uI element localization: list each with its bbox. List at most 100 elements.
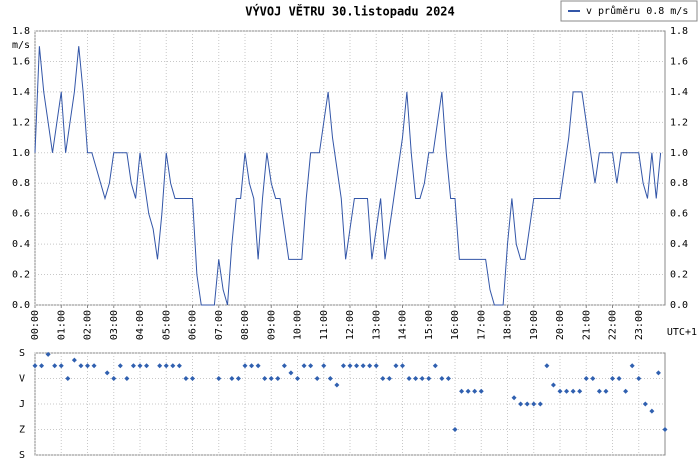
y-tick-label: 1.6 [12,56,30,67]
direction-point [144,363,150,369]
direction-point [295,376,300,381]
y-tick-label: 1.2 [12,117,30,128]
x-tick-label: 07:00 [214,310,225,340]
direction-point [163,363,169,369]
direction-point [577,388,583,394]
x-tick-label: 00:00 [30,310,41,340]
direction-point [176,363,182,369]
direction-point [465,388,471,394]
direction-point [590,376,596,381]
direction-point [45,351,51,357]
y-tick-label-right: 0.4 [670,239,688,250]
direction-point [629,363,635,369]
direction-point [367,363,373,369]
direction-point [229,376,235,381]
direction-point [262,376,268,381]
direction-point [386,376,392,381]
direction-point [623,388,629,394]
y-tick-label: 1.0 [12,148,30,159]
direction-point [58,363,64,369]
x-tick-label: 03:00 [109,310,120,340]
direction-point [32,363,38,369]
direction-point [52,363,58,369]
direction-point [85,363,90,369]
direction-point [655,370,661,376]
direction-point [275,376,281,381]
y-tick-label-right: 1.2 [670,117,688,128]
y-axis-label: m/s [12,40,30,51]
direction-point [39,363,45,369]
direction-point [662,427,668,432]
y-tick-label: 0.2 [12,270,30,281]
wind-line [34,46,662,306]
y-tick-label-right: 0.2 [670,270,688,281]
direction-point [78,363,84,369]
y-tick-label: 1.8 [12,26,30,37]
direction-point [400,363,405,369]
timezone-label: UTC+1 [667,327,697,338]
y-tick-label: 0.0 [12,300,30,311]
x-tick-label: 22:00 [608,310,619,340]
x-tick-label: 05:00 [161,310,172,340]
direction-point [472,388,478,394]
direction-point [71,357,77,363]
y-tick-label-right: 0.0 [670,300,688,311]
y-tick-label: J [19,399,25,410]
x-tick-label: 18:00 [503,310,514,340]
y-tick-label-right: 1.4 [670,87,688,98]
x-tick-label: 06:00 [188,310,199,340]
direction-point [445,376,451,381]
direction-point [564,388,570,394]
direction-point [347,363,353,369]
direction-point [340,363,346,369]
direction-point [636,376,642,381]
direction-point [432,363,438,369]
direction-point [557,388,563,394]
direction-point [268,376,274,381]
y-tick-label: 0.8 [12,178,30,189]
x-tick-label: 19:00 [529,310,540,340]
y-tick-label: S [19,348,25,359]
direction-point [649,408,655,414]
direction-point [183,376,189,381]
direction-point [111,376,117,381]
direction-point [288,370,294,376]
direction-point [518,401,524,407]
chart-title: VÝVOJ VĚTRU 30.listopadu 2024 [245,4,455,19]
direction-point [524,401,530,407]
direction-point [603,388,609,394]
direction-point [373,363,379,369]
direction-point [360,363,366,369]
direction-point [255,363,261,369]
direction-point [478,388,484,394]
x-tick-label: 21:00 [581,310,592,340]
direction-point [642,401,648,407]
direction-point [249,363,255,369]
y-tick-label-right: 1.6 [670,56,688,67]
direction-point [544,363,550,369]
x-tick-label: 02:00 [83,310,94,340]
direction-point [354,363,360,369]
direction-point [583,376,589,381]
x-tick-label: 14:00 [398,310,409,340]
direction-point [65,376,71,381]
y-tick-label: S [19,450,25,460]
y-tick-label-right: 0.6 [670,209,688,220]
direction-point [531,401,537,407]
direction-point [413,376,419,381]
direction-point [550,382,556,388]
direction-point [170,363,176,369]
x-tick-label: 23:00 [634,310,645,340]
direction-point [596,388,602,394]
direction-point [616,376,622,381]
y-tick-label: 0.4 [12,239,30,250]
direction-point [452,427,458,432]
legend-box [560,0,698,22]
x-tick-label: 10:00 [293,310,304,340]
x-tick-label: 12:00 [345,310,356,340]
direction-point [406,376,412,381]
y-tick-label-right: 1.0 [670,148,688,159]
direction-point [190,376,195,381]
legend: v průměru 0.8 m/s [560,0,698,22]
